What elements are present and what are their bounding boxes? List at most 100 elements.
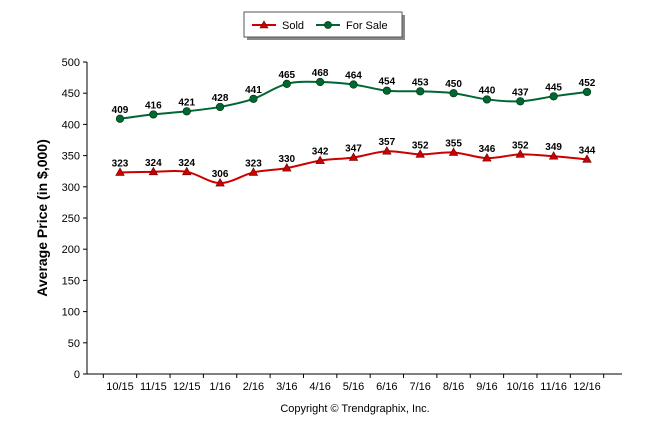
data-label: 347 — [345, 143, 362, 154]
data-label: 450 — [445, 79, 462, 90]
data-label: 465 — [278, 70, 295, 81]
data-point — [149, 110, 158, 119]
data-label: 452 — [579, 78, 596, 89]
y-tick-label: 0 — [74, 369, 80, 381]
data-label: 349 — [545, 142, 562, 153]
data-label: 437 — [512, 87, 529, 98]
x-tick-label: 11/16 — [540, 381, 567, 393]
data-label: 342 — [312, 147, 329, 158]
data-label: 428 — [212, 93, 229, 104]
x-tick-label: 11/15 — [140, 381, 167, 393]
data-point — [548, 151, 559, 160]
x-axis-ticks: 10/15 11/15 12/15 1/16 2/16 3/16 4/16 5/16 6/16 7… — [102, 374, 605, 393]
legend: Sold For Sale — [243, 11, 405, 40]
data-point — [215, 102, 225, 112]
data-point — [215, 177, 225, 187]
y-tick-label: 300 — [62, 182, 80, 194]
x-tick-label: 10/16 — [507, 381, 535, 393]
y-tick-label: 500 — [62, 57, 80, 69]
data-label: 464 — [345, 70, 362, 81]
data-label: 454 — [379, 77, 396, 88]
x-tick-label: 2/16 — [243, 381, 264, 393]
data-label: 352 — [512, 140, 529, 151]
data-point — [515, 149, 525, 158]
data-point — [282, 79, 291, 88]
copyright-text: Copyright © Trendgraphix, Inc. — [280, 403, 429, 415]
x-tick-label: 1/16 — [209, 381, 230, 393]
data-point — [416, 87, 425, 96]
data-point — [382, 86, 391, 95]
data-point — [549, 92, 558, 101]
axes — [86, 62, 622, 375]
data-point — [115, 114, 125, 123]
y-axis-ticks: 0 50 100 150 200 250 300 350 400 450 500 — [62, 57, 87, 381]
data-point — [182, 107, 191, 116]
data-point — [349, 80, 358, 89]
x-tick-label: 6/16 — [376, 381, 397, 393]
data-label: 352 — [412, 140, 429, 151]
series-for-sale: 409 416 421 428 441 465 468 464 454 453 450 440 437 4… — [112, 68, 596, 123]
legend-label-sold: Sold — [282, 20, 304, 32]
data-label: 421 — [178, 97, 195, 108]
y-tick-label: 100 — [62, 307, 80, 319]
data-label: 330 — [278, 154, 295, 165]
y-axis-label: Average Price (in $,000) — [34, 139, 50, 296]
y-tick-label: 150 — [62, 275, 80, 287]
data-label: 324 — [178, 158, 195, 169]
y-tick-label: 50 — [68, 338, 80, 350]
data-point — [248, 167, 259, 176]
data-label: 346 — [479, 144, 496, 155]
data-label: 323 — [112, 158, 129, 169]
series-sold: 323 324 324 306 323 330 342 347 357 352 355 346 352 3… — [112, 137, 596, 187]
data-point — [415, 149, 425, 158]
data-point — [249, 94, 258, 103]
data-point — [316, 77, 325, 87]
series-layer: 323 324 324 306 323 330 342 347 357 352 355 346 352 3… — [112, 68, 596, 187]
data-point — [148, 166, 159, 176]
data-point — [582, 87, 592, 97]
data-point — [382, 146, 392, 155]
data-point — [482, 95, 492, 104]
data-point — [282, 162, 292, 172]
y-tick-label: 400 — [62, 119, 80, 131]
x-tick-label: 10/15 — [106, 381, 134, 393]
data-point — [348, 152, 359, 161]
x-tick-label: 12/16 — [573, 381, 601, 393]
y-tick-label: 450 — [62, 88, 80, 100]
x-tick-label: 3/16 — [276, 381, 297, 393]
y-tick-label: 350 — [62, 151, 80, 163]
data-label: 409 — [112, 105, 129, 116]
x-tick-label: 12/15 — [173, 381, 201, 393]
y-tick-label: 200 — [62, 244, 80, 256]
data-label: 416 — [145, 100, 162, 111]
x-tick-label: 8/16 — [443, 381, 464, 393]
data-label: 357 — [379, 137, 396, 148]
y-tick-label: 250 — [62, 213, 80, 225]
x-tick-label: 9/16 — [476, 381, 497, 393]
data-label: 323 — [245, 158, 262, 169]
legend-marker-for-sale — [324, 21, 332, 29]
data-label: 453 — [412, 77, 429, 88]
data-label: 468 — [312, 68, 329, 79]
data-label: 355 — [445, 138, 462, 149]
data-label: 306 — [212, 169, 229, 180]
data-point — [182, 166, 192, 176]
legend-marker-sold — [259, 20, 269, 29]
data-label: 324 — [145, 158, 162, 169]
data-label: 445 — [545, 82, 562, 93]
x-tick-label: 7/16 — [410, 381, 431, 393]
data-label: 344 — [579, 145, 596, 156]
data-point — [448, 147, 459, 156]
data-point — [482, 152, 492, 162]
data-point — [449, 89, 458, 98]
data-label: 441 — [245, 85, 262, 96]
legend-label-for-sale: For Sale — [346, 20, 388, 32]
data-point — [582, 154, 592, 163]
data-point — [315, 155, 325, 164]
data-point — [516, 97, 525, 106]
x-tick-label: 5/16 — [343, 381, 364, 393]
data-label: 440 — [479, 85, 496, 96]
x-tick-label: 4/16 — [309, 381, 330, 393]
data-point — [115, 167, 125, 176]
